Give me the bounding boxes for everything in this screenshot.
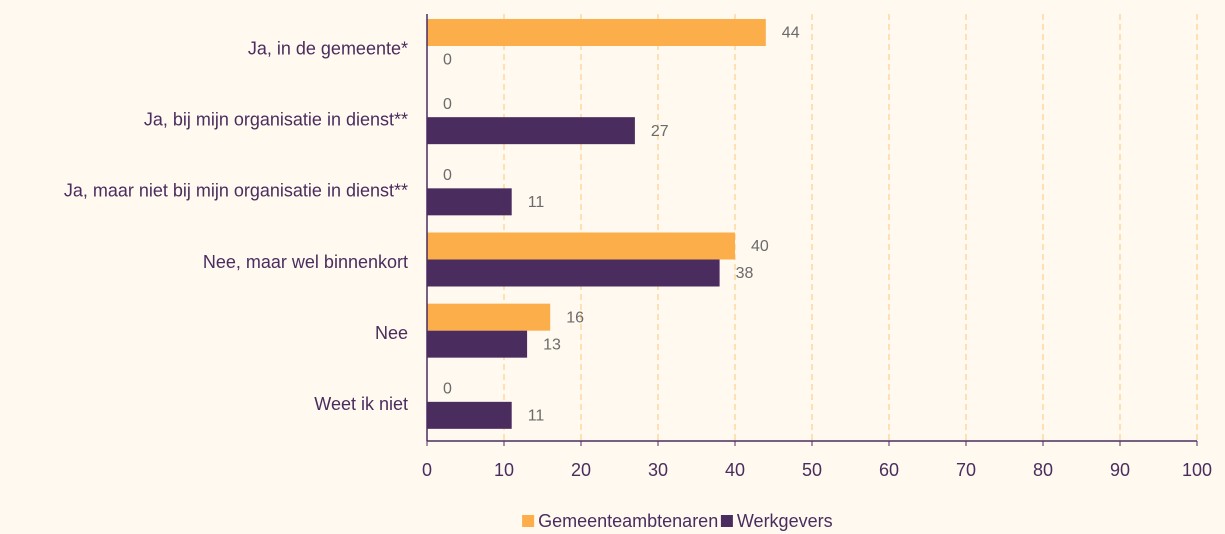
x-tick-label: 50 bbox=[802, 460, 822, 480]
x-tick-label: 20 bbox=[571, 460, 591, 480]
bar bbox=[427, 401, 512, 429]
x-tick-label: 70 bbox=[956, 460, 976, 480]
value-label: 38 bbox=[736, 265, 754, 282]
value-label: 27 bbox=[651, 123, 669, 140]
value-label: 16 bbox=[566, 309, 584, 326]
bar bbox=[427, 330, 528, 358]
bar bbox=[427, 303, 551, 331]
category-label: Nee bbox=[375, 323, 408, 343]
value-label: 0 bbox=[443, 167, 452, 184]
bar bbox=[427, 232, 735, 260]
bar bbox=[427, 188, 512, 216]
value-label: 44 bbox=[782, 25, 800, 42]
value-label: 11 bbox=[528, 194, 545, 211]
category-label: Nee, maar wel binnenkort bbox=[203, 252, 408, 272]
x-tick-label: 80 bbox=[1033, 460, 1053, 480]
value-label: 13 bbox=[543, 336, 561, 353]
value-label: 0 bbox=[443, 52, 452, 69]
x-tick-label: 10 bbox=[494, 460, 514, 480]
category-label: Ja, in de gemeente* bbox=[248, 38, 408, 58]
x-tick-label: 90 bbox=[1110, 460, 1130, 480]
value-label: 0 bbox=[443, 96, 452, 113]
x-tick-label: 40 bbox=[725, 460, 745, 480]
category-label: Ja, maar niet bij mijn organisatie in di… bbox=[64, 181, 408, 201]
x-tick-label: 0 bbox=[422, 460, 432, 480]
legend-swatch bbox=[522, 515, 535, 527]
value-label: 11 bbox=[528, 408, 545, 425]
bar bbox=[427, 117, 635, 145]
value-label: 40 bbox=[751, 238, 769, 255]
category-label: Ja, bij mijn organisatie in dienst** bbox=[144, 110, 408, 130]
bar bbox=[427, 19, 766, 46]
x-tick-label: 100 bbox=[1182, 460, 1212, 480]
legend-swatch bbox=[720, 515, 733, 527]
category-label: Weet ik niet bbox=[314, 394, 408, 414]
value-label: 0 bbox=[443, 381, 452, 398]
legend-label: Werkgevers bbox=[737, 511, 833, 531]
bar bbox=[427, 259, 720, 287]
legend-label: Gemeenteambtenaren bbox=[538, 511, 718, 531]
x-tick-label: 30 bbox=[648, 460, 668, 480]
x-tick-label: 60 bbox=[879, 460, 899, 480]
